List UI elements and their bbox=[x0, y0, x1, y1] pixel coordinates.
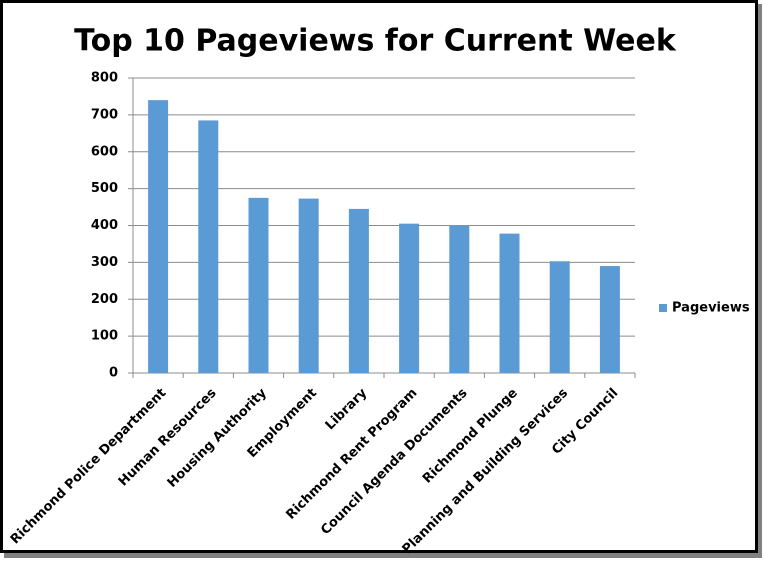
bar bbox=[298, 198, 319, 373]
legend-label: Pageviews bbox=[672, 301, 750, 316]
y-tick-label: 500 bbox=[91, 181, 118, 196]
y-tick-label: 0 bbox=[109, 366, 118, 381]
y-tick-label: 600 bbox=[91, 144, 118, 159]
bar bbox=[348, 208, 369, 373]
y-tick-label: 200 bbox=[91, 292, 118, 307]
bar bbox=[549, 261, 570, 373]
bar bbox=[198, 120, 219, 373]
y-tick-label: 800 bbox=[91, 71, 118, 86]
chart-title: Top 10 Pageviews for Current Week bbox=[74, 24, 677, 59]
y-tick-label: 300 bbox=[91, 255, 118, 270]
y-tick-label: 700 bbox=[91, 107, 118, 122]
y-tick-label: 100 bbox=[91, 329, 118, 344]
frame bbox=[0, 0, 758, 553]
legend-swatch bbox=[659, 304, 667, 312]
bar bbox=[499, 233, 520, 373]
bar bbox=[148, 100, 169, 373]
bar bbox=[599, 266, 620, 373]
y-tick-label: 400 bbox=[91, 218, 118, 233]
bar bbox=[248, 197, 269, 373]
bar bbox=[399, 223, 420, 373]
bar bbox=[449, 225, 470, 373]
